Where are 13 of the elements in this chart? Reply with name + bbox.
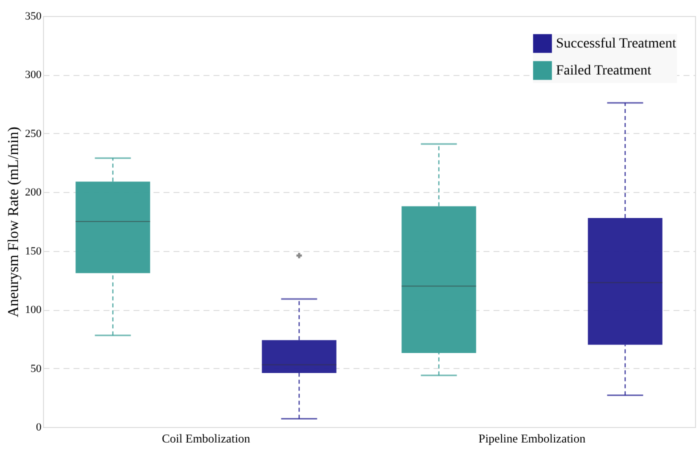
y-tick-label: 250 <box>25 128 42 140</box>
y-tick-label: 350 <box>25 10 42 22</box>
y-tick-label: 100 <box>25 304 42 316</box>
y-axis-title: Aneurysm Flow Rate (mL/min) <box>6 126 22 318</box>
x-tick-label: Pipeline Embolization <box>478 432 586 446</box>
y-tick-label: 300 <box>25 69 42 82</box>
x-tick-label: Coil Embolization <box>162 432 250 446</box>
y-tick-label: 200 <box>25 186 42 199</box>
y-tick-label: 0 <box>36 422 42 434</box>
y-tick-label: 150 <box>25 245 42 258</box>
legend-label: Successful Treatment <box>556 36 676 52</box>
legend-label: Failed Treatment <box>556 64 652 78</box>
y-tick-label: 50 <box>30 362 42 375</box>
